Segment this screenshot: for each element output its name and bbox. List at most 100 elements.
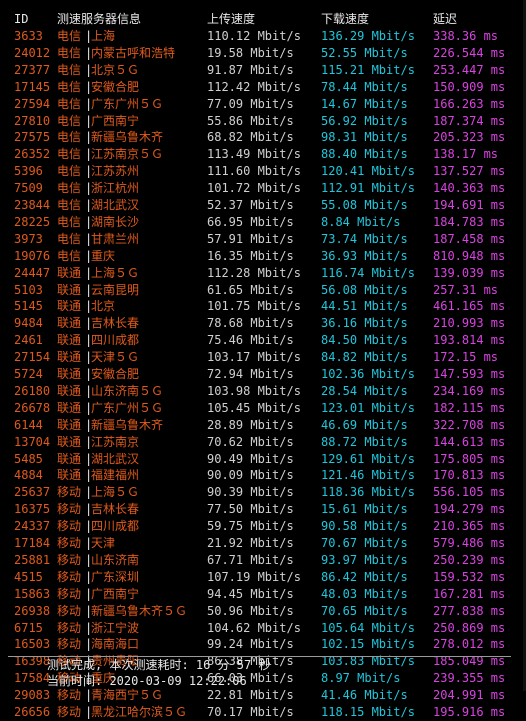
location: 新疆乌鲁木齐５Ｇ [91,603,188,618]
separator: | [85,502,93,517]
download-speed: 56.92 Mbit/s [321,113,408,128]
download-speed: 98.31 Mbit/s [321,130,408,145]
location: 黑龙江哈尔滨５Ｇ [91,705,188,719]
upload-speed: 77.09 Mbit/s [207,96,294,111]
latency: 187.374 ms [433,113,506,128]
table-row: 24447 联通 | 上海５Ｇ 112.28 Mbit/s 116.74 Mbit/s 13… [0,265,526,282]
server-id: 4515 [14,569,43,584]
server-id: 26656 [14,705,51,719]
upload-speed: 28.89 Mbit/s [207,417,294,432]
location: 青海西宁５Ｇ [91,688,164,703]
server-id: 16398 [14,654,51,669]
upload-speed: 101.75 Mbit/s [207,299,301,314]
table-row: 7509 电信 | 浙江杭州 101.72 Mbit/s 112.91 Mbit/s 140… [0,180,526,197]
separator: | [85,603,93,618]
isp-name: 移动 [57,705,82,719]
location: 广东深圳 [91,569,140,584]
server-id: 16503 [14,637,51,652]
scrollbar[interactable] [523,0,526,691]
latency: 167.281 ms [433,586,506,601]
download-speed: 52.55 Mbit/s [321,45,408,60]
separator: | [85,586,93,601]
latency: 159.532 ms [433,569,506,584]
server-id: 28225 [14,214,51,229]
isp-name: 电信 [57,29,82,43]
upload-speed: 101.72 Mbit/s [207,181,301,196]
upload-speed: 90.39 Mbit/s [207,485,294,500]
latency: 139.039 ms [433,265,506,280]
upload-speed: 104.62 Mbit/s [207,620,301,635]
location: 重庆 [91,671,116,686]
download-speed: 56.08 Mbit/s [321,282,408,297]
upload-speed: 91.87 Mbit/s [207,62,294,77]
upload-speed: 77.50 Mbit/s [207,502,294,517]
table-row: 26180 联通 | 山东济南５Ｇ 103.98 Mbit/s 28.54 Mbit/s 2… [0,383,526,400]
download-speed: 136.29 Mbit/s [321,29,415,43]
download-speed: 44.51 Mbit/s [321,299,408,314]
upload-speed: 113.49 Mbit/s [207,147,301,162]
table-row: 9484 联通 | 吉林长春 78.68 Mbit/s 36.16 Mbit/s 210.9… [0,315,526,332]
latency: 195.916 ms [433,705,506,719]
table-row: 3973 电信 | 甘肃兰州 57.91 Mbit/s 73.74 Mbit/s 187.4… [0,231,526,248]
server-id: 23844 [14,198,51,212]
server-id: 25881 [14,552,51,567]
table-row: 25637 移动 | 上海５Ｇ 90.39 Mbit/s 118.36 Mbit/s 556… [0,484,526,501]
download-speed: 102.15 Mbit/s [321,637,415,652]
download-speed: 46.69 Mbit/s [321,417,408,432]
latency: 210.365 ms [433,519,506,534]
separator: | [85,468,93,483]
upload-speed: 99.24 Mbit/s [207,637,294,652]
latency: 257.31 ms [433,282,499,297]
upload-speed: 111.60 Mbit/s [207,164,301,179]
table-row: 27594 电信 | 广东广州５Ｇ 77.09 Mbit/s 14.67 Mbit/s 16… [0,96,526,113]
table-row: 5145 联通 | 北京 101.75 Mbit/s 44.51 Mbit/s 461.16… [0,298,526,315]
separator: | [85,214,93,229]
server-id: 17184 [14,536,51,550]
table-row: 28225 电信 | 湖南长沙 66.95 Mbit/s 8.84 Mbit/s 184.7… [0,214,526,231]
table-row: 3633 电信 | 上海 110.12 Mbit/s 136.29 Mbit/s 338.3… [0,28,526,45]
table-row: 5396 电信 | 江苏苏州 111.60 Mbit/s 120.41 Mbit/s 137… [0,163,526,180]
isp-name: 移动 [57,485,82,500]
location: 吉林长春 [91,316,140,331]
isp-name: 联通 [57,468,82,483]
latency: 253.447 ms [433,62,506,77]
separator: | [85,130,93,145]
upload-speed: 21.92 Mbit/s [207,536,294,550]
upload-speed: 22.81 Mbit/s [207,688,294,703]
server-id: 19076 [14,248,51,263]
server-id: 26938 [14,603,51,618]
latency: 556.105 ms [433,485,506,500]
isp-name: 电信 [57,130,82,145]
download-speed: 121.46 Mbit/s [321,468,415,483]
upload-speed: 68.82 Mbit/s [207,130,294,145]
latency: 210.993 ms [433,316,506,331]
location: 上海５Ｇ [91,265,140,280]
isp-name: 联通 [57,299,82,314]
upload-speed: 66.03 Mbit/s [207,671,294,686]
separator: | [85,620,93,635]
location: 湖北武汉 [91,198,140,212]
download-speed: 93.97 Mbit/s [321,552,408,567]
download-speed: 105.64 Mbit/s [321,620,415,635]
server-id: 26352 [14,147,51,162]
server-id: 16375 [14,502,51,517]
isp-name: 移动 [57,519,82,534]
location: 安徽合肥 [91,367,140,381]
separator: | [85,198,93,212]
location: 浙江宁波 [91,620,140,635]
upload-speed: 90.09 Mbit/s [207,468,294,483]
table-row: 6715 移动 | 浙江宁波 104.62 Mbit/s 105.64 Mbit/s 250… [0,620,526,637]
isp-name: 电信 [57,214,82,229]
separator: | [85,299,93,314]
table-row: 27810 电信 | 广西南宁 55.86 Mbit/s 56.92 Mbit/s 187.… [0,113,526,130]
download-speed: 70.65 Mbit/s [321,603,408,618]
server-id: 17584 [14,671,51,686]
isp-name: 移动 [57,603,82,618]
location: 山东济南５Ｇ [91,383,164,398]
isp-name: 联通 [57,367,82,381]
download-speed: 102.36 Mbit/s [321,367,415,381]
isp-name: 电信 [57,147,82,162]
separator: | [85,164,93,179]
latency: 461.165 ms [433,299,506,314]
latency: 579.486 ms [433,536,506,550]
